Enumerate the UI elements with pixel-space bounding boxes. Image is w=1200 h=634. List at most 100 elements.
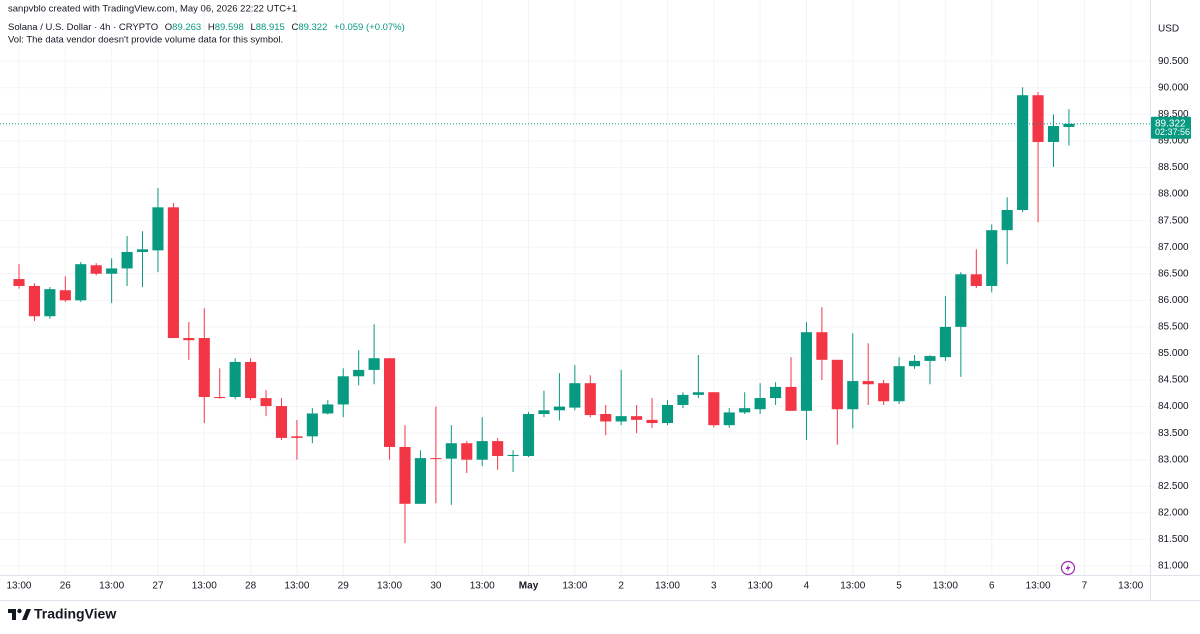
candle-body <box>198 338 210 398</box>
brand-logo <box>8 608 31 620</box>
y-tick-label: 85.500 <box>1158 322 1189 333</box>
candle-body <box>75 264 87 301</box>
candle-body <box>1032 95 1044 142</box>
y-tick-label: 82.500 <box>1158 481 1189 492</box>
candle-body <box>878 383 890 402</box>
candle-body <box>924 356 936 361</box>
x-tick-label: 13:00 <box>192 581 217 592</box>
candle-body <box>723 412 735 426</box>
candle-body <box>260 398 272 407</box>
candle-body <box>569 383 581 408</box>
candle-body <box>90 265 102 274</box>
candle-body <box>214 397 226 399</box>
x-tick-label: 28 <box>245 581 257 592</box>
y-tick-label: 87.000 <box>1158 242 1189 253</box>
x-tick-label: 13:00 <box>933 581 958 592</box>
open-value: 89.263 <box>172 22 201 33</box>
candle-body <box>831 359 843 410</box>
candle-body <box>384 358 396 447</box>
x-tick-label: 13:00 <box>6 581 31 592</box>
candle-body <box>800 332 813 411</box>
x-tick-label: 29 <box>338 581 350 592</box>
candle-body <box>955 274 967 327</box>
ohlc-letter: O <box>165 22 172 33</box>
grid <box>0 0 1150 575</box>
candle-body <box>399 446 411 504</box>
candle-body <box>229 361 241 398</box>
x-tick-label: 13:00 <box>562 581 587 592</box>
candle-body <box>739 408 751 413</box>
candle-body <box>1017 95 1029 210</box>
ohlc-letter: C <box>291 22 298 33</box>
candle-body <box>368 358 380 370</box>
candle-body <box>306 413 318 437</box>
candle-body <box>430 458 442 460</box>
y-tick-label: 88.500 <box>1158 162 1189 173</box>
candle-body <box>908 360 921 367</box>
x-tick-label: 3 <box>711 581 717 592</box>
y-tick-label: 84.000 <box>1158 401 1189 412</box>
candle-body <box>28 285 40 317</box>
candle-body <box>476 441 488 460</box>
y-tick-label: 87.500 <box>1158 215 1189 226</box>
candle-body <box>13 279 25 286</box>
volume-note: Vol: The data vendor doesn't provide vol… <box>8 35 283 46</box>
y-tick-label: 81.500 <box>1158 534 1189 545</box>
candle-body <box>754 398 766 410</box>
candle-body <box>461 443 473 460</box>
y-tick-label: 83.500 <box>1158 428 1189 439</box>
y-tick-label: 81.000 <box>1158 561 1189 572</box>
brand: TradingView <box>34 606 116 622</box>
low-value: 88.915 <box>256 22 285 33</box>
x-tick-label: 13:00 <box>284 581 309 592</box>
candle-body <box>939 326 951 358</box>
x-tick-label: 2 <box>618 581 624 592</box>
candle-body <box>106 268 118 274</box>
candle-body <box>770 386 782 399</box>
x-tick-label: 13:00 <box>748 581 773 592</box>
countdown: 02:37:56 <box>1155 127 1190 137</box>
ohlc-letter: H <box>208 22 215 33</box>
candle-body <box>353 369 365 377</box>
x-tick-label: 13:00 <box>655 581 680 592</box>
y-tick-label: 90.500 <box>1158 56 1189 67</box>
candle-body <box>183 338 195 341</box>
x-tick-label: 13:00 <box>840 581 865 592</box>
candle-body <box>847 381 859 410</box>
x-tick-label: 13:00 <box>377 581 402 592</box>
y-tick-label: 86.000 <box>1158 295 1189 306</box>
candle-body <box>970 274 982 286</box>
y-tick-label: 85.000 <box>1158 348 1189 359</box>
candle-body <box>167 207 179 339</box>
candle-body <box>862 381 874 385</box>
x-tick-label: 4 <box>804 581 810 592</box>
candle-body <box>893 366 905 402</box>
candle-body <box>661 404 674 424</box>
x-tick-label: 13:00 <box>99 581 124 592</box>
candle-body <box>522 414 535 456</box>
y-tick-label: 89.000 <box>1158 136 1189 147</box>
y-tick-label: 82.000 <box>1158 507 1189 518</box>
candle-body <box>631 416 643 420</box>
y-tick-label: 84.500 <box>1158 375 1189 386</box>
legend-line: Solana / U.S. Dollar · 4h · CRYPTO O89.2… <box>8 22 405 33</box>
candle-body <box>1001 209 1013 231</box>
candle-body <box>414 458 427 504</box>
candle-body <box>615 416 627 422</box>
close-value: 89.322 <box>298 22 327 33</box>
last-price-label: 89.322 <box>1155 118 1186 129</box>
x-tick-label: 13:00 <box>470 581 495 592</box>
x-tick-label: 26 <box>60 581 72 592</box>
last-price-box <box>1151 116 1191 139</box>
x-tick-label: 6 <box>989 581 995 592</box>
x-tick-label: 13:00 <box>1026 581 1051 592</box>
candle-body <box>1047 126 1060 142</box>
candles <box>0 87 1150 544</box>
currency: USD <box>1158 24 1179 35</box>
candle-body <box>121 251 133 269</box>
ohlc-letter: L <box>250 22 255 33</box>
candle-body <box>275 406 288 438</box>
x-tick-label: 13:00 <box>1118 581 1143 592</box>
y-tick-label: 89.500 <box>1158 109 1189 120</box>
